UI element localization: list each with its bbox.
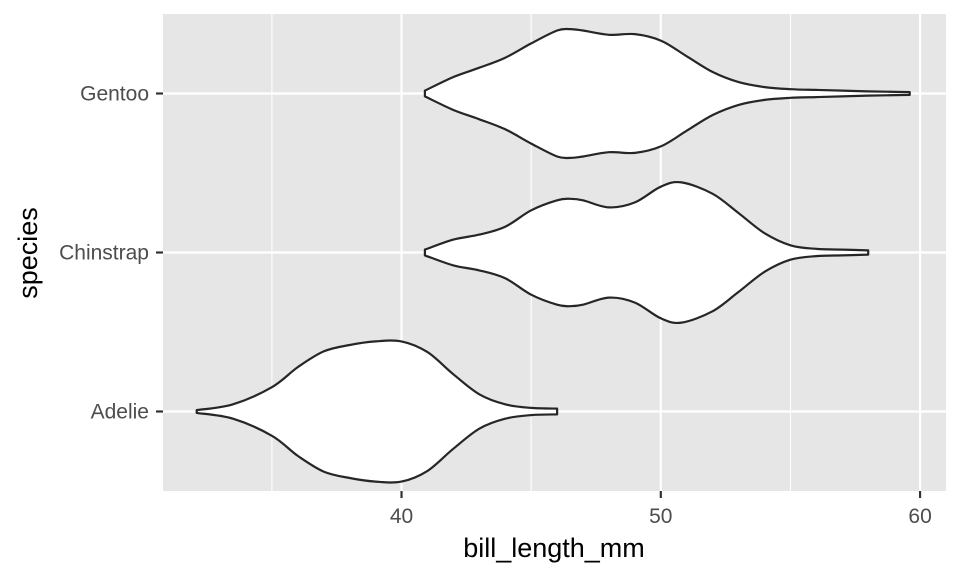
x-tick-label: 60 (908, 505, 931, 528)
y-axis-ticks: Adelie Chinstrap Gentoo (59, 83, 163, 424)
y-tick-label: Adelie (91, 401, 149, 424)
violin-gentoo (423, 27, 911, 160)
x-axis-ticks: 40 50 60 (390, 491, 932, 528)
violin-adelie (195, 339, 559, 484)
y-tick-label: Gentoo (80, 83, 149, 106)
y-tick-label: Chinstrap (59, 242, 149, 265)
violin-chinstrap (423, 180, 870, 325)
x-tick-label: 40 (390, 505, 413, 528)
violin-layer (195, 27, 911, 484)
x-axis-title: bill_length_mm (463, 533, 645, 563)
x-tick-label: 50 (649, 505, 672, 528)
y-axis-title: species (13, 207, 43, 299)
